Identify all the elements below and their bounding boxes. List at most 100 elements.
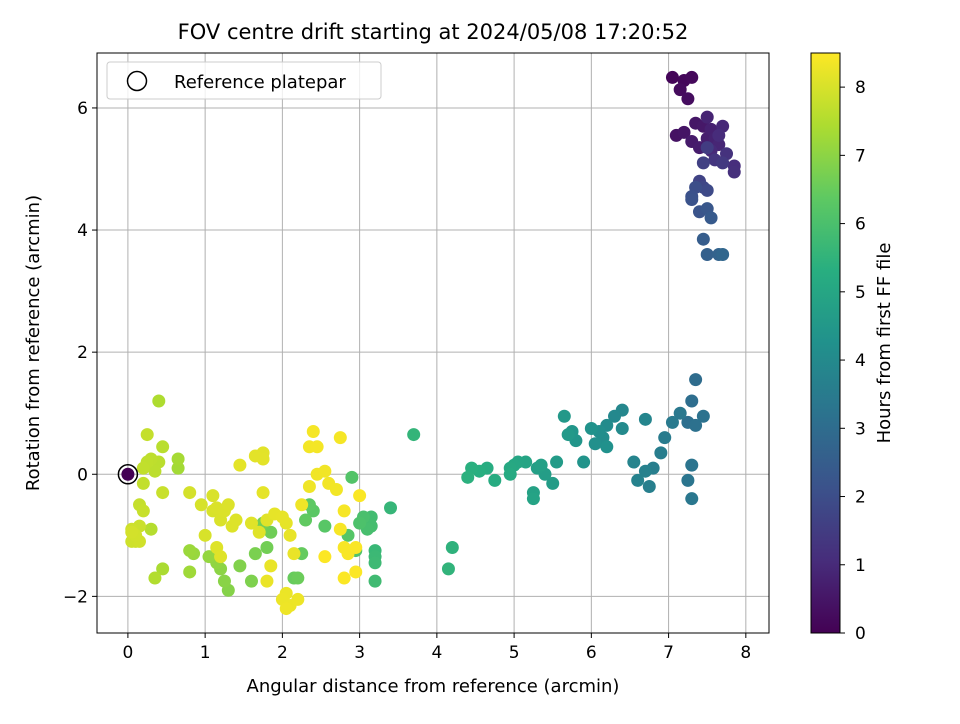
scatter-point xyxy=(248,449,262,463)
scatter-point xyxy=(665,70,679,84)
scatter-point xyxy=(353,516,367,530)
scatter-point xyxy=(681,92,695,106)
colorbar-tick-label: 1 xyxy=(855,556,866,576)
scatter-point xyxy=(140,428,154,442)
scatter-point xyxy=(171,452,185,466)
colorbar-gradient xyxy=(811,53,840,633)
scatter-point xyxy=(291,592,305,606)
scatter-point xyxy=(248,547,262,561)
scatter-point xyxy=(283,528,297,542)
scatter-point xyxy=(318,519,332,533)
scatter-point xyxy=(244,574,258,588)
scatter-point xyxy=(306,425,320,439)
scatter-point xyxy=(685,458,699,472)
scatter-point xyxy=(673,406,687,420)
legend-entry-label: Reference platepar xyxy=(174,72,346,93)
colorbar-tick-label: 5 xyxy=(855,283,866,303)
scatter-point xyxy=(260,574,274,588)
x-tick-label: 4 xyxy=(431,643,442,663)
scatter-point xyxy=(275,510,289,524)
colorbar-tick-label: 7 xyxy=(855,146,866,166)
scatter-point xyxy=(152,394,166,408)
colorbar-tick-label: 0 xyxy=(855,624,866,644)
y-tick-label: −2 xyxy=(63,587,88,607)
scatter-point xyxy=(665,415,679,429)
scatter-point xyxy=(685,193,699,207)
colorbar-tick-label: 6 xyxy=(855,215,866,235)
scatter-point xyxy=(384,501,398,515)
scatter-point xyxy=(287,547,301,561)
scatter-point xyxy=(627,455,641,469)
colorbar-label: Hours from first FF file xyxy=(874,243,895,444)
scatter-point xyxy=(333,431,347,445)
scatter-point xyxy=(329,483,343,497)
scatter-point xyxy=(252,525,266,539)
scatter-point xyxy=(318,464,332,478)
legend: Reference platepar xyxy=(106,61,382,100)
scatter-point xyxy=(658,431,672,445)
scatter-point xyxy=(368,556,382,570)
y-tick-label: 2 xyxy=(77,343,88,363)
scatter-point xyxy=(291,571,305,585)
scatter-point xyxy=(638,464,652,478)
scatter-point xyxy=(302,479,316,493)
legend-marker-hollow-circle xyxy=(126,70,148,92)
scatter-point xyxy=(696,409,710,423)
x-tick-label: 8 xyxy=(740,643,751,663)
scatter-point xyxy=(561,428,575,442)
scatter-point xyxy=(534,458,548,472)
scatter-point xyxy=(136,504,150,518)
scatter-point xyxy=(696,232,710,246)
scatter-point xyxy=(345,470,359,484)
scatter-point xyxy=(546,476,560,490)
scatter-point xyxy=(689,373,703,387)
legend-box xyxy=(106,61,382,100)
x-tick-label: 7 xyxy=(663,643,674,663)
scatter-point xyxy=(654,446,668,460)
scatter-point xyxy=(700,247,714,261)
colorbar-tick-label: 2 xyxy=(855,488,866,508)
scatter-point xyxy=(550,455,564,469)
scatter-point xyxy=(488,473,502,487)
scatter-point xyxy=(229,513,243,527)
scatter-point xyxy=(279,602,293,616)
scatter-point xyxy=(503,467,517,481)
scatter-point xyxy=(368,574,382,588)
scatter-point xyxy=(445,541,459,555)
scatter-point xyxy=(156,440,170,454)
x-tick-label: 2 xyxy=(277,643,288,663)
scatter-point xyxy=(260,541,274,555)
chart-title: FOV centre drift starting at 2024/05/08 … xyxy=(178,20,689,44)
scatter-point xyxy=(221,498,235,512)
reference-point xyxy=(121,467,135,481)
scatter-point xyxy=(689,418,703,432)
scatter-point xyxy=(183,486,197,500)
scatter-point xyxy=(214,550,228,564)
y-tick-label: 0 xyxy=(77,465,88,485)
scatter-point xyxy=(156,486,170,500)
scatter-point xyxy=(700,141,714,155)
scatter-point xyxy=(716,156,730,170)
scatter-point xyxy=(337,571,351,585)
y-axis-ticks: −2 0 2 4 6 xyxy=(63,99,97,607)
scatter-point xyxy=(685,492,699,506)
grid-lines xyxy=(97,53,769,633)
x-tick-label: 0 xyxy=(122,643,133,663)
colorbar-tick-label: 3 xyxy=(855,419,866,439)
scatter-point xyxy=(526,492,540,506)
scatter-point xyxy=(461,470,475,484)
reference-platepar-marker xyxy=(117,464,139,485)
scatter-point xyxy=(202,550,216,564)
scatter-point xyxy=(156,562,170,576)
scatter-point xyxy=(700,183,714,197)
scatter-point xyxy=(206,489,220,503)
x-tick-label: 3 xyxy=(354,643,365,663)
scatter-point xyxy=(349,565,363,579)
scatter-point xyxy=(217,574,231,588)
scatter-point xyxy=(685,70,699,84)
scatter-point xyxy=(588,437,602,451)
scatter-point xyxy=(557,409,571,423)
scatter-point xyxy=(148,464,162,478)
scatter-point xyxy=(194,498,208,512)
scatter-point xyxy=(295,498,309,512)
